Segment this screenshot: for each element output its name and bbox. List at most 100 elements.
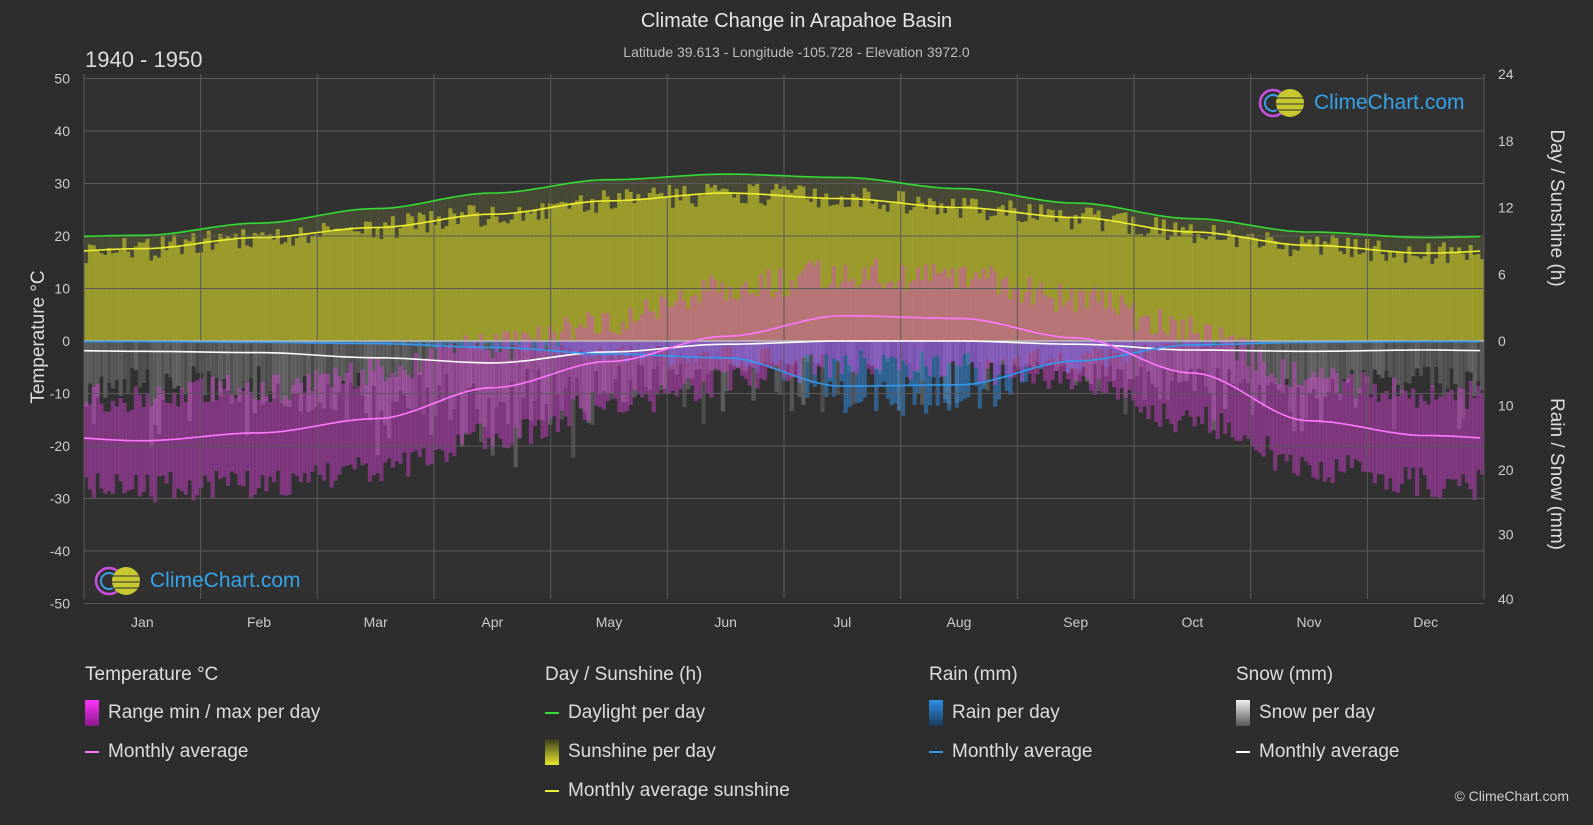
sunshine-bar	[1468, 244, 1473, 341]
sunshine-bar	[502, 221, 507, 341]
sunshine-bar	[440, 228, 445, 341]
temp-range-bar	[805, 264, 810, 355]
snow-bar	[352, 341, 357, 388]
temp-range-bar	[1134, 330, 1140, 407]
sunshine-bar	[1027, 204, 1032, 341]
sunshine-bar	[728, 192, 733, 341]
sunshine-bar	[1368, 260, 1374, 341]
temp-range-bar	[183, 402, 188, 495]
temp-range-bar	[475, 346, 480, 424]
rain-bar	[433, 341, 438, 349]
rain-bar	[509, 341, 514, 345]
period-label: 1940 - 1950	[85, 47, 202, 72]
snow-bar	[279, 341, 284, 403]
snow-bar	[1108, 341, 1113, 366]
snow-bar	[525, 341, 530, 370]
rain-bar	[805, 341, 810, 398]
sunshine-bar	[724, 188, 729, 341]
sunshine-bar	[206, 230, 211, 341]
snow-bar	[456, 341, 461, 396]
snow-bar	[294, 341, 300, 394]
snow-bar	[628, 341, 633, 381]
snow-bar	[1273, 341, 1278, 384]
snow-bar	[172, 341, 177, 389]
sunshine-bar	[133, 246, 139, 341]
temp-range-bar	[1065, 300, 1071, 380]
sunshine-bar	[962, 197, 967, 341]
temp-range-bar	[912, 279, 917, 371]
sunshine-bar	[824, 193, 829, 341]
snow-bar	[505, 341, 511, 425]
x-tick-label: Sep	[1063, 614, 1088, 630]
sunshine-bar	[241, 229, 246, 341]
temp-range-bar	[831, 266, 837, 359]
sunshine-bar	[1157, 233, 1163, 341]
sunshine-bar	[582, 211, 587, 341]
temp-range-bar	[329, 387, 334, 488]
temp-range-bar	[1219, 327, 1224, 414]
sunshine-bar	[670, 207, 676, 341]
sunshine-bar	[981, 209, 986, 341]
snow-bar	[1299, 341, 1305, 432]
sunshine-bar	[248, 247, 254, 341]
temp-range-bar	[1146, 315, 1151, 420]
sunshine-bar	[808, 201, 814, 341]
snow-bar	[1288, 341, 1293, 413]
sunshine-bar	[367, 221, 373, 341]
rain-bar	[1073, 341, 1078, 369]
sunshine-bar	[314, 234, 319, 341]
snow-bar	[329, 341, 334, 409]
sunshine-bar	[252, 232, 258, 341]
temp-range-bar	[977, 279, 982, 382]
legend-item-sunshine: Sunshine per day	[545, 739, 790, 765]
snow-bar	[360, 341, 365, 396]
rain-bar	[590, 341, 595, 359]
snow-bar	[1230, 341, 1236, 384]
x-tick-label: Mar	[364, 614, 388, 630]
sunshine-bar	[678, 200, 683, 341]
temp-range-bar	[1223, 339, 1228, 434]
climechart-logo-icon	[94, 566, 140, 596]
snow-bar	[375, 341, 380, 456]
y-left-tick-label: -10	[50, 386, 70, 402]
brand-logo-top[interactable]: ClimeChart.com	[1258, 88, 1465, 118]
sunshine-bar	[908, 210, 913, 341]
sunshine-bar	[1246, 234, 1251, 341]
snow-bar	[1330, 341, 1335, 379]
sunshine-bar	[1150, 228, 1155, 341]
rain-bar	[977, 341, 982, 409]
temp-range-bar	[697, 302, 702, 399]
snow-bar	[233, 341, 238, 396]
temp-range-bar	[1173, 320, 1178, 433]
sunshine-bar	[1000, 205, 1005, 341]
rain-bar	[716, 341, 722, 360]
rain-bar	[981, 341, 986, 390]
legend-sun: Day / Sunshine (h) Daylight per day Suns…	[545, 664, 790, 819]
temp-range-bar	[1008, 299, 1013, 379]
snow-bar	[1200, 341, 1205, 370]
temp-range-bar	[1204, 324, 1209, 407]
rain-bar	[759, 341, 764, 349]
sunshine-bar	[371, 237, 376, 341]
snow-bar	[1127, 341, 1132, 380]
temp-range-bar	[931, 263, 936, 358]
sunshine-bar	[402, 224, 407, 341]
rain-bar	[801, 341, 806, 358]
brand-logo-bottom[interactable]: ClimeChart.com	[94, 566, 301, 596]
sunshine-bar	[1042, 216, 1048, 341]
x-tick-label: Dec	[1413, 614, 1438, 630]
temp-range-bar	[298, 382, 304, 483]
snow-bar	[110, 341, 116, 389]
rain-bar	[594, 341, 599, 356]
snow-bar	[801, 341, 806, 405]
temp-range-bar	[854, 287, 860, 375]
temp-range-bar	[126, 411, 131, 491]
sunshine-bar	[1284, 243, 1289, 341]
y-right-bottom-tick-label: 20	[1498, 462, 1514, 478]
sunshine-bar	[989, 216, 994, 341]
sunshine-bar	[701, 195, 706, 341]
temp-range-bar	[1108, 292, 1113, 382]
temp-range-bar	[218, 381, 223, 480]
temp-range-bar	[502, 331, 507, 448]
sunshine-bar	[785, 189, 791, 341]
